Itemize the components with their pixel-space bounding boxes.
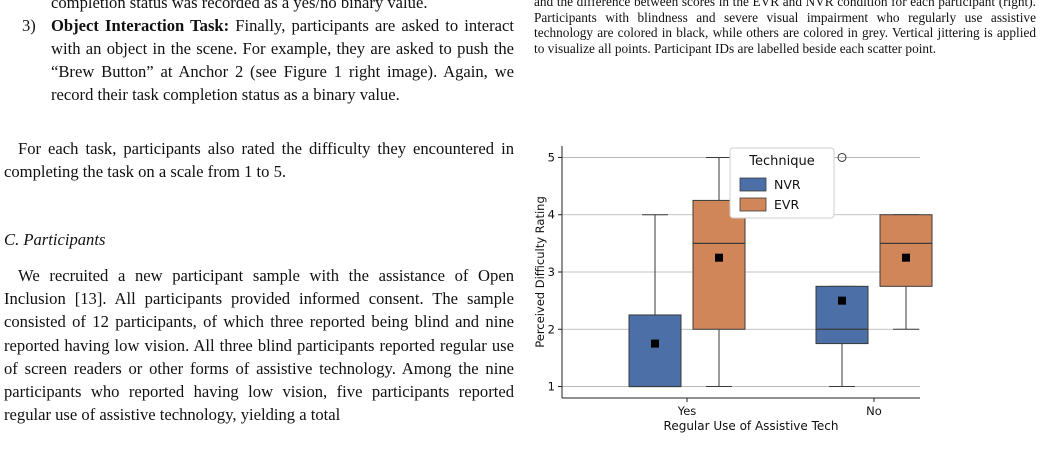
outlier-point — [837, 152, 847, 162]
x-tick-label-no: No — [866, 404, 882, 418]
box-iqr — [879, 214, 933, 287]
difficulty-paragraph: For each task, participants also rated t… — [4, 139, 514, 182]
x-tick-label-yes: Yes — [677, 404, 697, 418]
legend-title: Technique — [748, 154, 814, 169]
box-evr-yes — [692, 156, 746, 388]
y-tick-label-2: 2 — [548, 322, 555, 336]
legend-swatch-evr — [739, 197, 767, 212]
legend-swatch-nvr — [739, 177, 767, 192]
mean-marker — [902, 253, 910, 262]
legend-label-evr: EVR — [774, 197, 799, 212]
legend-label-nvr: NVR — [774, 177, 801, 192]
box-iqr — [692, 199, 746, 330]
mean-marker — [651, 339, 659, 348]
mean-marker — [715, 253, 723, 262]
box-iqr — [815, 285, 869, 345]
x-axis-label: Regular Use of Assistive Tech — [664, 419, 839, 433]
participants-paragraph: We recruited a new participant sample wi… — [4, 266, 514, 425]
figure-caption: and the difference between scores in the… — [534, 0, 1036, 56]
section-heading-participants: C. Participants — [4, 230, 106, 249]
box-iqr — [628, 314, 682, 388]
y-tick-label-4: 4 — [548, 208, 555, 222]
task-3-number: 3) — [22, 16, 36, 35]
task-description-fragment: completion status was recorded as a yes/… — [51, 0, 428, 12]
boxplot-chart: 1 2 3 4 5 Yes No Regular Use of Assistive Tech P… — [534, 146, 933, 433]
y-axis-label: Perceived Difficulty Rating — [534, 196, 547, 348]
task-3-item: 3) Object Interaction Task: Finally, par… — [4, 14, 514, 106]
box-nvr-yes — [628, 214, 682, 388]
box-evr-no — [879, 214, 933, 330]
task-3-title: Object Interaction Task: — [51, 16, 230, 35]
mean-marker — [838, 296, 846, 305]
box-nvr-no — [815, 152, 869, 388]
legend: Technique NVR EVR — [729, 147, 835, 219]
y-tick-label-5: 5 — [548, 150, 555, 164]
task-3-body: Finally, participants are asked to inter… — [51, 16, 514, 104]
y-tick-label-1: 1 — [548, 380, 555, 394]
y-tick-label-3: 3 — [548, 265, 555, 279]
